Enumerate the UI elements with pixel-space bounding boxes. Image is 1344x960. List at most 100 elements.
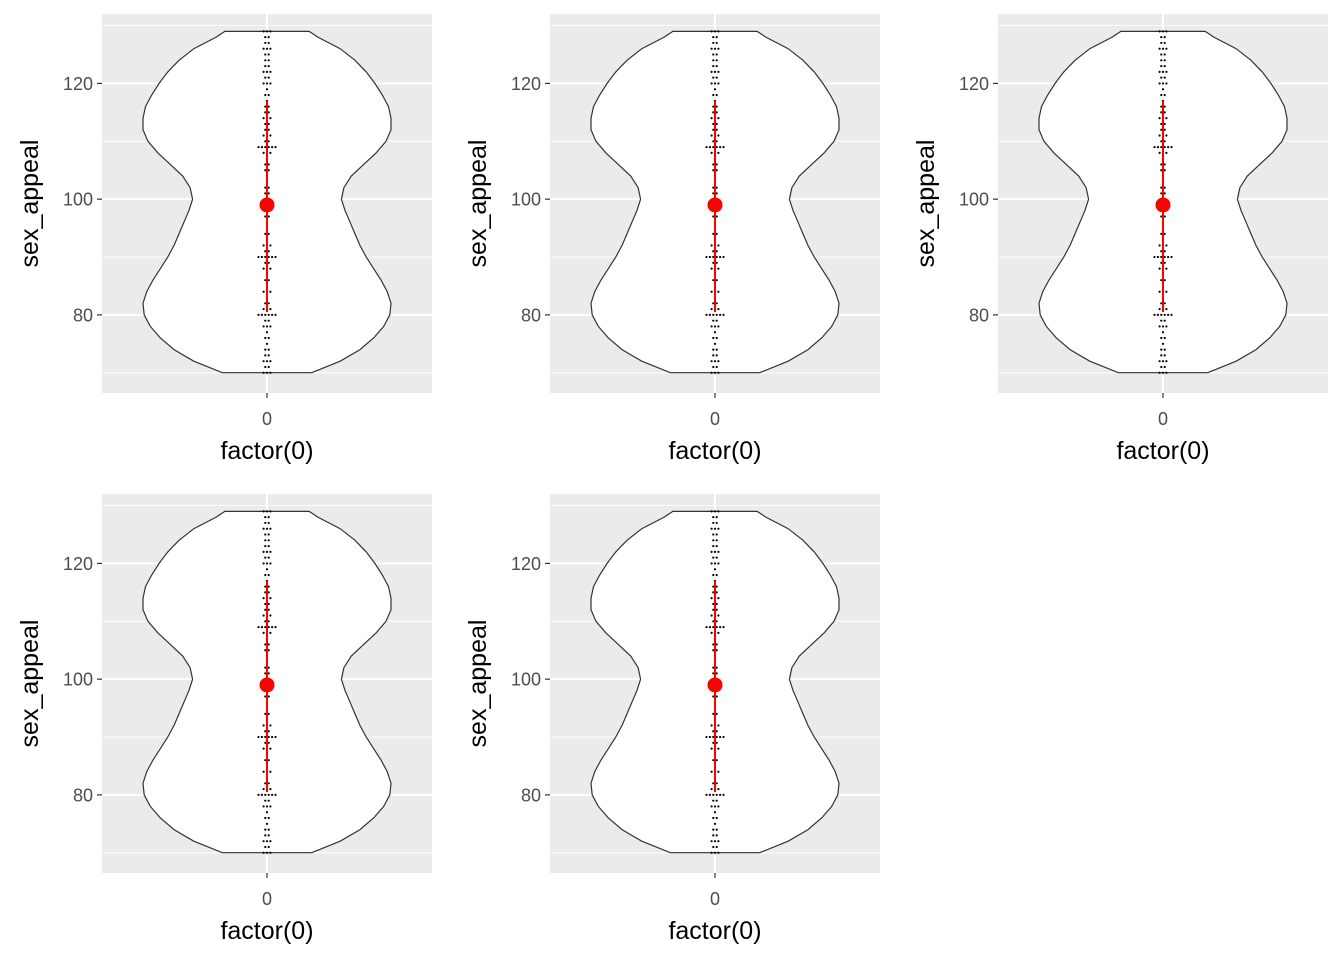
data-dot <box>710 724 713 727</box>
data-dot <box>271 145 274 149</box>
data-dot <box>1163 64 1166 68</box>
data-dot <box>267 544 270 548</box>
data-dot <box>715 573 718 577</box>
data-dot <box>269 788 272 791</box>
x-axis-title: factor(0) <box>220 437 313 465</box>
data-dot <box>1163 76 1166 79</box>
data-dot <box>264 111 267 114</box>
x-axis-title: factor(0) <box>668 917 761 945</box>
data-dot <box>264 625 267 629</box>
data-dot <box>267 41 270 45</box>
data-dot <box>1161 325 1165 328</box>
data-dot <box>712 625 715 629</box>
data-dot <box>1163 250 1166 253</box>
data-dot <box>710 308 713 311</box>
data-dot <box>267 140 270 143</box>
data-dot <box>264 64 267 68</box>
data-dot <box>710 371 713 374</box>
data-dot <box>705 313 708 316</box>
data-dot <box>715 620 718 623</box>
data-dot <box>717 82 720 85</box>
y-tick-label: 120 <box>959 74 989 94</box>
data-dot <box>712 76 715 79</box>
data-dot <box>1160 319 1163 322</box>
data-dot <box>717 30 720 33</box>
y-axis-title: sex_appeal <box>16 140 44 268</box>
data-dot <box>715 735 718 739</box>
data-dot <box>1160 122 1163 126</box>
data-dot <box>715 666 718 669</box>
data-dot <box>715 730 718 733</box>
data-dot <box>712 105 715 108</box>
data-dot <box>264 59 267 62</box>
data-dot <box>267 128 270 131</box>
data-dot <box>1165 360 1168 363</box>
data-dot <box>265 851 269 854</box>
data-dot <box>267 799 270 802</box>
data-dot <box>1161 30 1165 33</box>
data-dot <box>267 573 270 577</box>
data-dot <box>713 82 717 85</box>
data-dot <box>1163 186 1166 189</box>
data-dot <box>1158 360 1161 363</box>
data-dot <box>712 712 715 715</box>
data-dot <box>713 331 717 334</box>
data-dot <box>262 244 265 247</box>
data-dot <box>264 741 267 744</box>
data-dot <box>267 608 270 611</box>
data-dot <box>1163 111 1166 114</box>
data-dot <box>715 556 718 559</box>
data-dot <box>265 30 269 33</box>
data-dot <box>1160 140 1163 143</box>
data-dot <box>717 550 720 553</box>
data-dot <box>269 550 272 553</box>
data-dot <box>264 845 267 849</box>
data-dot <box>1160 336 1163 340</box>
data-dot <box>264 261 267 264</box>
data-dot <box>265 527 269 530</box>
data-dot <box>1160 192 1163 195</box>
data-dot <box>708 313 711 316</box>
data-dot <box>267 591 270 594</box>
data-dot <box>710 70 713 73</box>
data-dot <box>264 215 267 218</box>
data-dot <box>262 840 265 843</box>
data-dot <box>715 93 718 97</box>
data-dot <box>717 371 720 374</box>
data-dot <box>267 105 270 108</box>
data-dot <box>265 82 269 85</box>
data-dot <box>717 805 720 808</box>
x-tick-label: 0 <box>262 409 272 429</box>
data-dot <box>722 793 725 796</box>
violin-plot-4: 80 100 120 0 factor(0) sex_appeal <box>16 494 432 945</box>
data-dot <box>264 76 267 79</box>
data-dot <box>712 759 715 762</box>
data-dot <box>1160 111 1163 114</box>
data-dot <box>712 111 715 114</box>
data-dot <box>267 759 270 762</box>
data-dot <box>267 533 270 536</box>
data-dot <box>262 851 265 854</box>
data-dot <box>1153 145 1156 149</box>
data-dot <box>1170 145 1173 149</box>
data-dot <box>267 53 270 56</box>
data-dot <box>1158 371 1161 374</box>
data-dot <box>712 741 715 744</box>
data-dot <box>712 539 715 542</box>
data-dot <box>1163 354 1166 357</box>
mean-point <box>259 197 275 213</box>
data-dot <box>1163 215 1166 218</box>
data-dot <box>271 735 274 739</box>
data-dot <box>1163 41 1166 45</box>
data-dot <box>708 255 711 259</box>
data-dot <box>264 649 267 652</box>
data-dot <box>264 793 267 796</box>
data-dot <box>264 105 267 108</box>
data-dot <box>264 591 267 594</box>
data-dot <box>715 128 718 131</box>
x-tick-label: 0 <box>710 409 720 429</box>
data-dot <box>1170 313 1173 316</box>
data-dot <box>264 192 267 195</box>
data-dot <box>715 539 718 542</box>
data-dot <box>715 759 718 762</box>
